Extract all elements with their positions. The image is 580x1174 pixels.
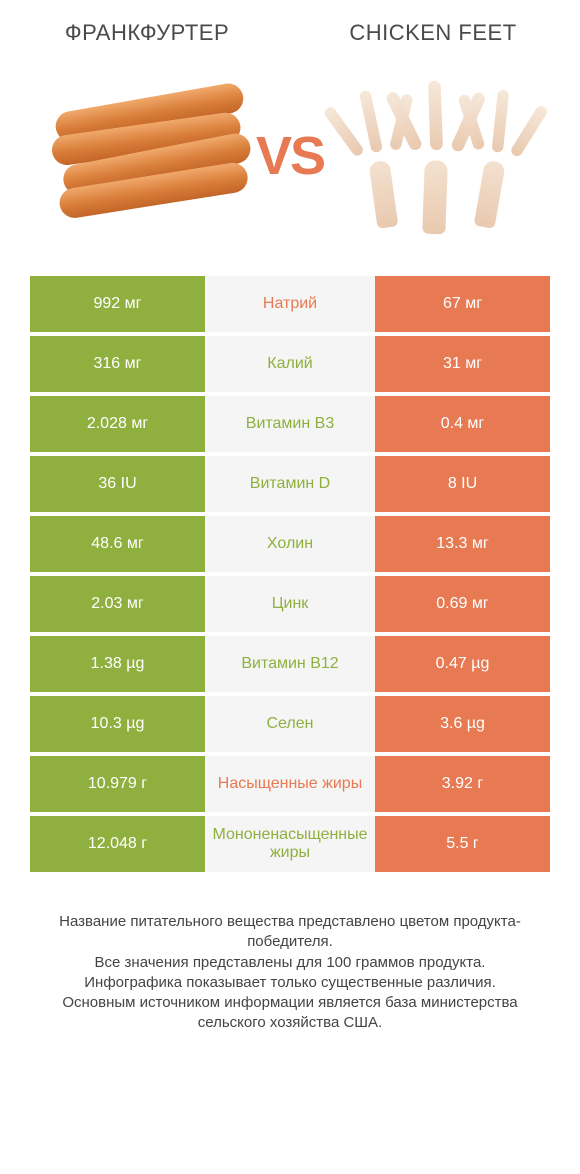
- right-product-title: CHICKEN FEET: [316, 20, 550, 45]
- nutrient-label: Селен: [205, 696, 375, 752]
- footer-notes: Название питательного вещества представл…: [30, 912, 550, 1034]
- table-row: 316 мгКалий31 мг: [30, 336, 550, 392]
- nutrient-label: Калий: [205, 336, 375, 392]
- left-value: 48.6 мг: [30, 516, 205, 572]
- right-product-image: [334, 76, 534, 236]
- left-product-image: [46, 76, 246, 236]
- table-row: 36 IUВитамин D8 IU: [30, 456, 550, 512]
- left-value: 316 мг: [30, 336, 205, 392]
- table-row: 2.03 мгЦинк0.69 мг: [30, 576, 550, 632]
- footer-line: Основным источником информации является …: [30, 993, 550, 1034]
- right-value: 31 мг: [375, 336, 550, 392]
- right-value: 0.69 мг: [375, 576, 550, 632]
- left-value: 10.3 µg: [30, 696, 205, 752]
- left-product-title: ФРАНКФУРТЕР: [30, 20, 264, 46]
- table-row: 48.6 мгХолин13.3 мг: [30, 516, 550, 572]
- left-value: 2.03 мг: [30, 576, 205, 632]
- table-row: 2.028 мгВитамин B30.4 мг: [30, 396, 550, 452]
- comparison-table: 992 мгНатрий67 мг316 мгКалий31 мг2.028 м…: [30, 276, 550, 872]
- right-value: 0.47 µg: [375, 636, 550, 692]
- left-value: 12.048 г: [30, 816, 205, 872]
- frankfurter-illustration: [45, 86, 247, 225]
- left-value: 2.028 мг: [30, 396, 205, 452]
- right-value: 5.5 г: [375, 816, 550, 872]
- nutrient-label: Насыщенные жиры: [205, 756, 375, 812]
- footer-line: Инфографика показывает только существенн…: [30, 973, 550, 993]
- left-value: 10.979 г: [30, 756, 205, 812]
- right-value: 0.4 мг: [375, 396, 550, 452]
- right-value: 3.6 µg: [375, 696, 550, 752]
- table-row: 1.38 µgВитамин B120.47 µg: [30, 636, 550, 692]
- nutrient-label: Витамин D: [205, 456, 375, 512]
- footer-line: Все значения представлены для 100 граммо…: [30, 953, 550, 973]
- table-row: 992 мгНатрий67 мг: [30, 276, 550, 332]
- right-value: 13.3 мг: [375, 516, 550, 572]
- left-value: 36 IU: [30, 456, 205, 512]
- table-row: 10.3 µgСелен3.6 µg: [30, 696, 550, 752]
- table-row: 12.048 гМононенасыщенные жиры5.5 г: [30, 816, 550, 872]
- table-row: 10.979 гНасыщенные жиры3.92 г: [30, 756, 550, 812]
- right-value: 67 мг: [375, 276, 550, 332]
- right-value: 3.92 г: [375, 756, 550, 812]
- header: ФРАНКФУРТЕР CHICKEN FEET: [0, 0, 580, 56]
- nutrient-label: Витамин B3: [205, 396, 375, 452]
- chicken-feet-illustration: [344, 81, 524, 231]
- nutrient-label: Холин: [205, 516, 375, 572]
- left-value: 992 мг: [30, 276, 205, 332]
- left-value: 1.38 µg: [30, 636, 205, 692]
- nutrient-label: Цинк: [205, 576, 375, 632]
- nutrient-label: Мононенасыщенные жиры: [205, 816, 375, 872]
- nutrient-label: Натрий: [205, 276, 375, 332]
- right-value: 8 IU: [375, 456, 550, 512]
- vs-label: VS: [256, 125, 324, 187]
- nutrient-label: Витамин B12: [205, 636, 375, 692]
- footer-line: Название питательного вещества представл…: [30, 912, 550, 953]
- images-row: VS: [0, 56, 580, 276]
